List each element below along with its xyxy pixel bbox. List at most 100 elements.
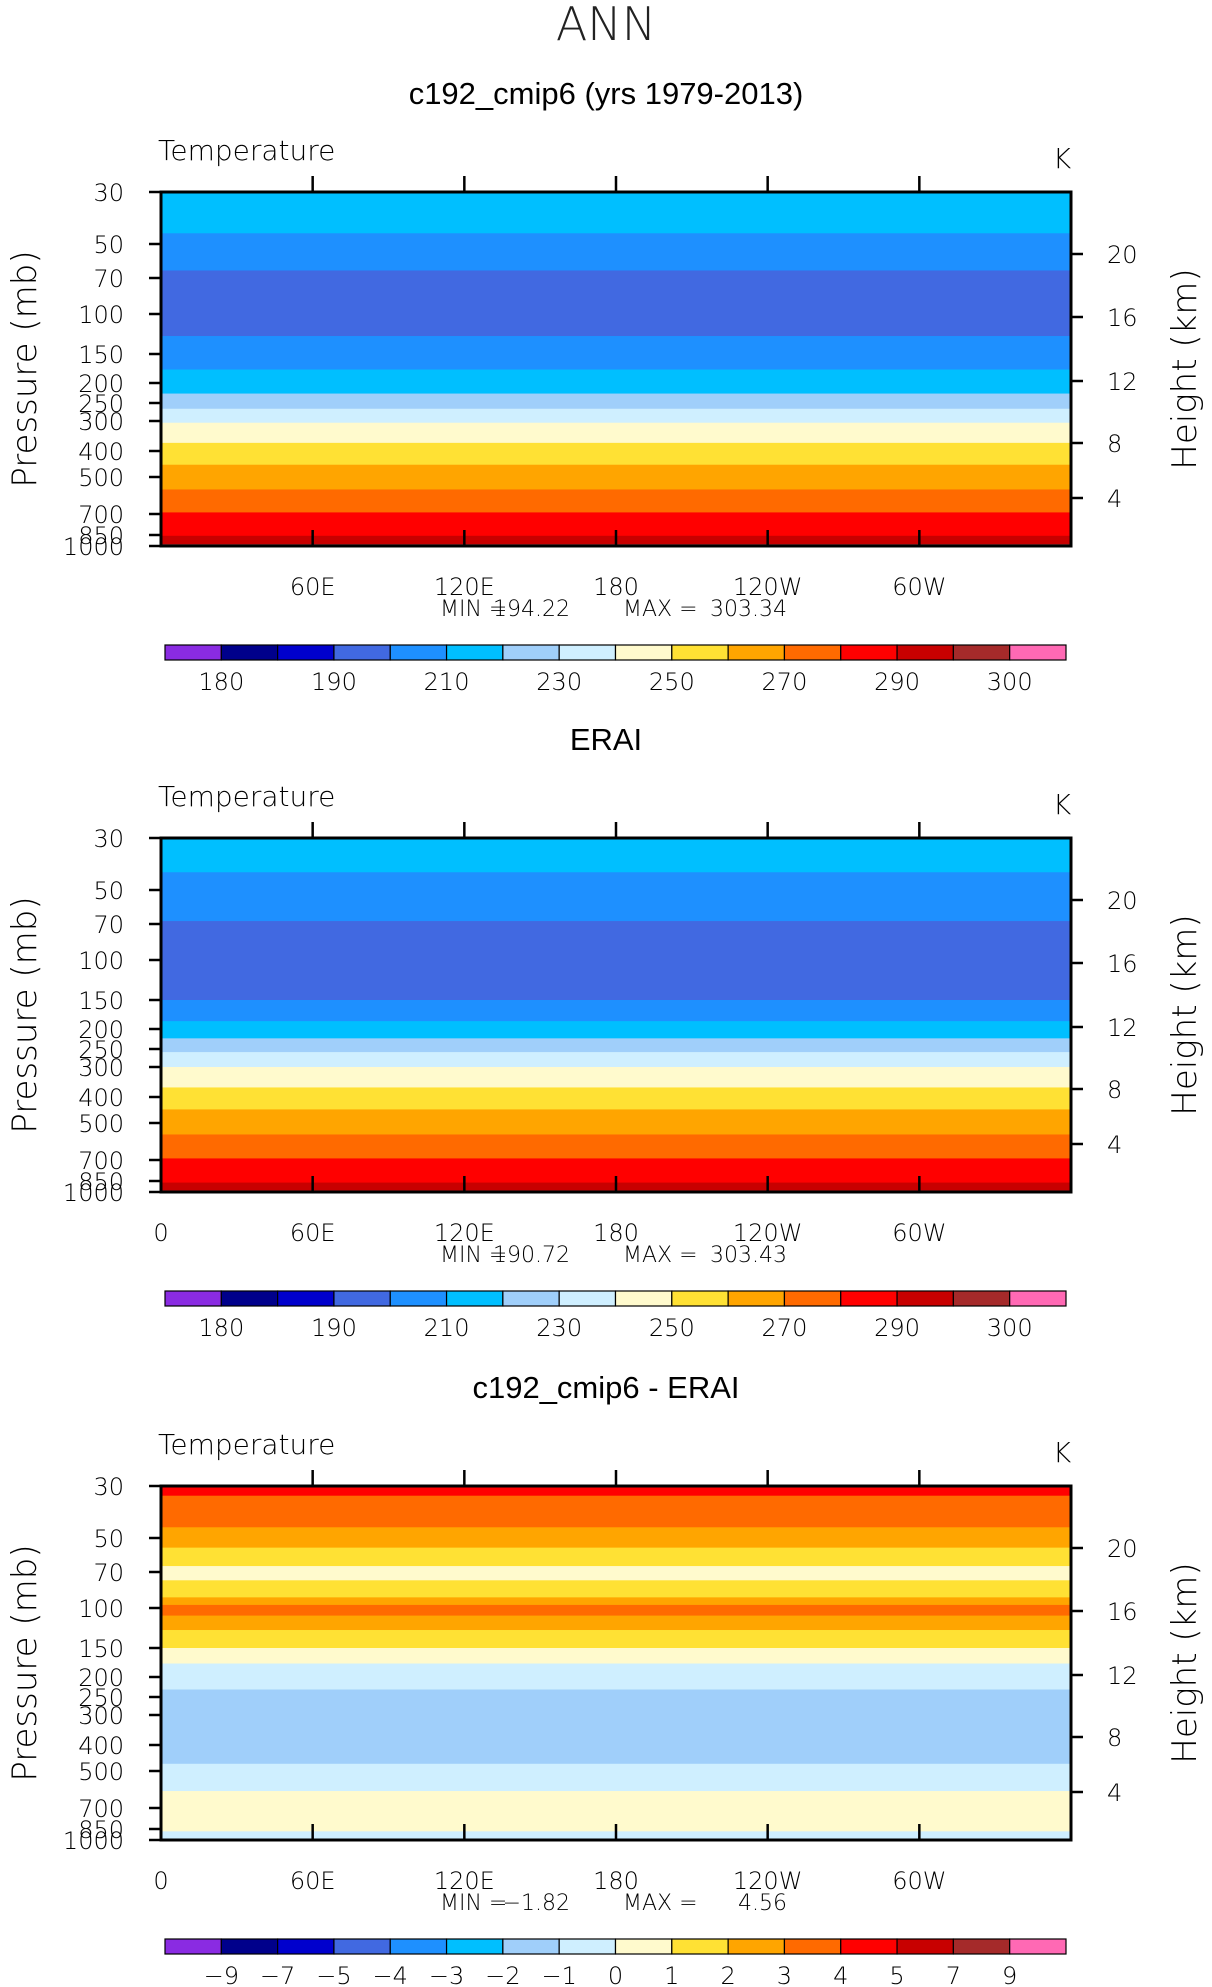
contour-band (161, 1134, 1071, 1160)
colorbar-swatch (840, 1938, 898, 1955)
contour-band (161, 1000, 1071, 1022)
y-tick-label: 500 (78, 1110, 124, 1138)
contour-band (161, 442, 1071, 466)
y-tick-label: 30 (93, 1473, 124, 1501)
y-tick-label: 850 (78, 1168, 124, 1196)
colorbar-swatch (896, 1938, 954, 1955)
y-tick-label: 50 (93, 1525, 124, 1553)
colorbar-swatch (1009, 1290, 1067, 1307)
colorbar-swatch (445, 1290, 504, 1307)
contour-band (161, 1109, 1071, 1136)
y-right-tick-label: 12 (1107, 1014, 1138, 1042)
colorbar-swatch (502, 1290, 560, 1307)
colorbar-swatch (164, 1290, 222, 1307)
panels: c192_cmip6 (yrs 1979-2013)Temperature K30… (5, 76, 1205, 1987)
colorbar-swatch (502, 1938, 560, 1955)
variable-label: Temperature (158, 1428, 335, 1461)
y-axis-right: 20 16 12 8 4 (1071, 887, 1138, 1159)
y-tick-label: 250 (78, 1684, 124, 1712)
colorbar-swatch (727, 1290, 786, 1307)
colorbar-label: 300 (987, 668, 1033, 696)
max-value: 303.43 (710, 1243, 787, 1268)
y-right-tick-label: 4 (1107, 485, 1122, 513)
y-tick-label: 1000 (63, 1179, 124, 1207)
colorbar-swatch (502, 644, 560, 661)
y-tick-label: 200 (78, 1664, 124, 1692)
colorbar-swatch (277, 1290, 335, 1307)
contour-band (161, 489, 1071, 514)
min-value: 190.72 (493, 1243, 570, 1268)
colorbar-swatch (952, 1290, 1011, 1307)
colorbar-swatch (389, 1938, 448, 1955)
y-tick-label: 100 (78, 301, 124, 329)
contour-band (161, 1763, 1071, 1792)
contour-band (161, 921, 1071, 1001)
y-right-tick-label: 8 (1107, 1724, 1122, 1752)
min-label: MIN = (440, 597, 507, 622)
contour-band (161, 1630, 1071, 1649)
contour-band (161, 1580, 1071, 1598)
colorbar-label: 270 (762, 668, 808, 696)
contour-band (161, 1648, 1071, 1665)
colorbar-label: 7 (946, 1962, 961, 1987)
colorbar-label: −2 (485, 1962, 520, 1987)
x-tick-label: 120W (733, 1867, 803, 1895)
colorbar-label: 3 (777, 1962, 792, 1987)
y-tick-label: 400 (78, 1084, 124, 1112)
y-right-tick-label: 8 (1107, 430, 1122, 458)
panel-title: ERAI (570, 722, 642, 757)
y-tick-label: 70 (93, 911, 124, 939)
y-tick-label: 50 (93, 877, 124, 905)
colorbar-swatch (1009, 644, 1067, 661)
colorbar-label: 1 (664, 1962, 679, 1987)
y-tick-label: 300 (78, 1702, 124, 1730)
colorbar-swatch (277, 644, 335, 661)
contour-band (161, 1615, 1071, 1631)
colorbar-swatch (783, 1290, 842, 1307)
x-tick-label: 60W (892, 573, 946, 601)
y-right-tick-label: 8 (1107, 1076, 1122, 1104)
colorbar-label: −9 (204, 1962, 239, 1987)
colorbar: 180 190 210 230 250 270 290 300 (164, 644, 1067, 696)
panel-1: c192_cmip6 (yrs 1979-2013) Temperature K 30… (5, 76, 1205, 696)
contour-band (161, 422, 1071, 444)
y-tick-label: 200 (78, 1016, 124, 1044)
y-tick-label: 150 (78, 1635, 124, 1663)
colorbar-label: −5 (316, 1962, 351, 1987)
y-right-tick-label: 16 (1107, 1598, 1138, 1626)
y-tick-label: 400 (78, 438, 124, 466)
colorbar-swatch (277, 1938, 335, 1955)
contour-band (161, 1566, 1071, 1581)
variable-label: Temperature (158, 780, 335, 813)
colorbar-label: 300 (987, 1314, 1033, 1342)
y-axis-title: Pressure (mb) (5, 896, 45, 1133)
units-label: K (1053, 788, 1072, 821)
y-right-axis-title: Height (km) (1165, 914, 1205, 1115)
max-value: 303.34 (710, 597, 787, 622)
contour-band (161, 192, 1071, 234)
y-tick-label: 100 (78, 1595, 124, 1623)
min-value: 194.22 (493, 597, 570, 622)
x-tick-label: 60W (892, 1219, 946, 1247)
colorbar-swatch (614, 1938, 673, 1955)
min-label: MIN = (440, 1891, 507, 1916)
y-tick-label: 850 (78, 522, 124, 550)
x-tick-label: 180 (593, 1219, 639, 1247)
colorbar-swatch (896, 1290, 954, 1307)
contour-band (161, 1067, 1071, 1089)
y-axis-title: Pressure (mb) (5, 250, 45, 487)
colorbar-label: 270 (762, 1314, 808, 1342)
variable-label: Temperature (158, 134, 335, 167)
contour-band (161, 872, 1071, 922)
x-tick-label: 180 (593, 573, 639, 601)
colorbar-label: −4 (373, 1962, 408, 1987)
x-tick-label: 60E (290, 1219, 336, 1247)
colorbar: −9 −7 −5 −4 −3 −2 −1 0 1 2 3 4 5 7 9 (164, 1938, 1067, 1987)
y-right-tick-label: 20 (1107, 887, 1138, 915)
colorbar-swatch (333, 1290, 391, 1307)
colorbar-label: −3 (429, 1962, 464, 1987)
max-value: 4.56 (738, 1891, 787, 1916)
colorbar-label: 210 (424, 1314, 470, 1342)
